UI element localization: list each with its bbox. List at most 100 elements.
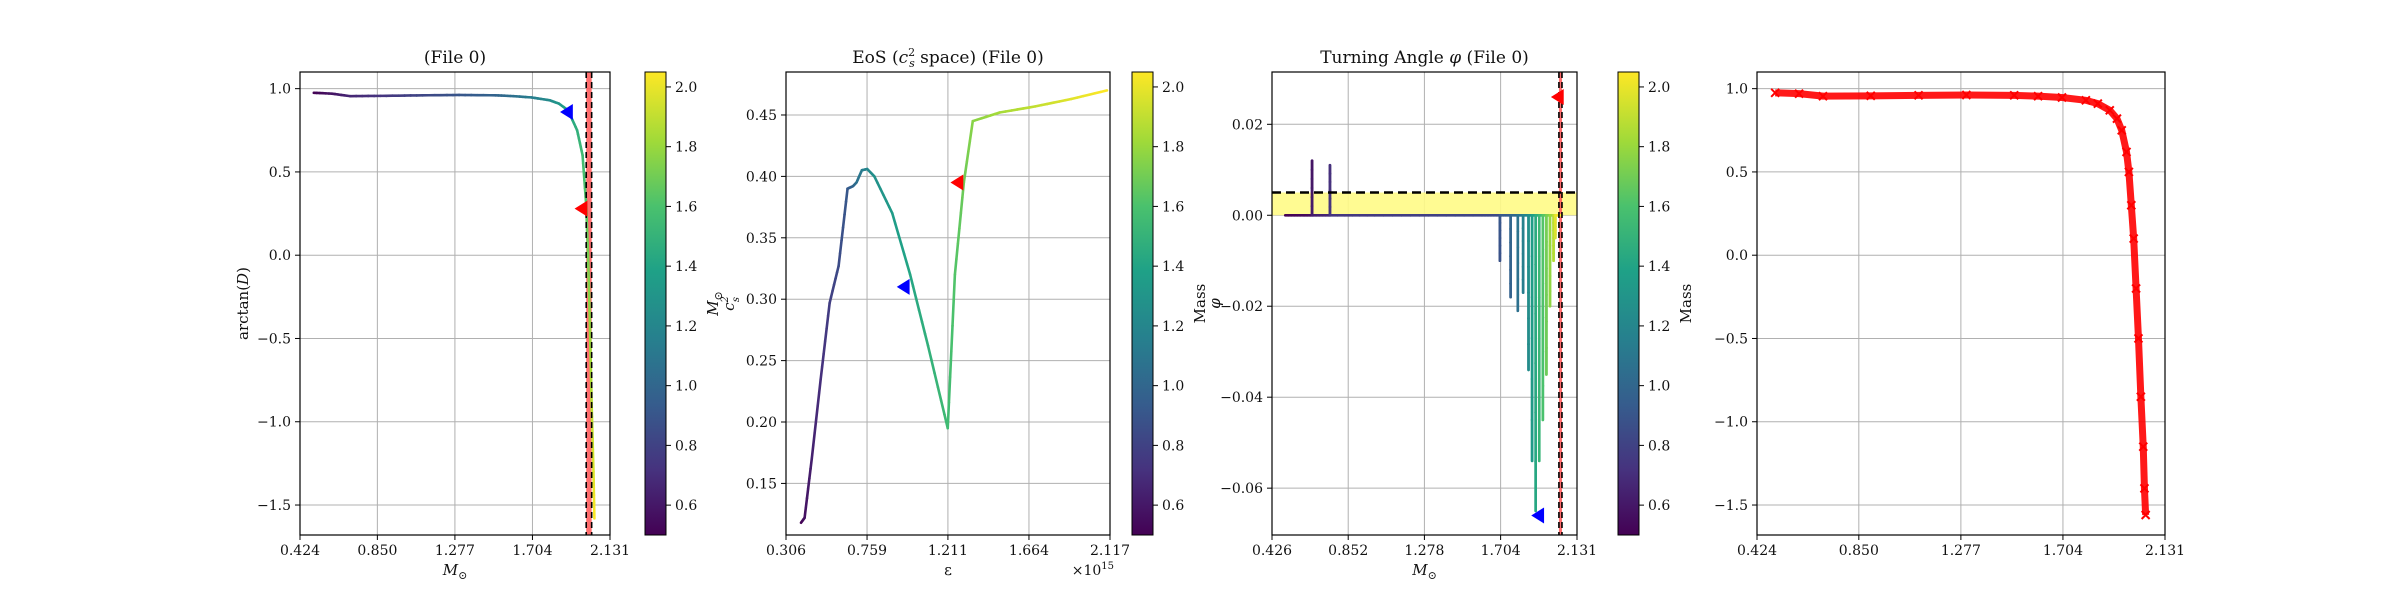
series-segment <box>902 252 909 266</box>
colorbar-tick-label: 1.2 <box>675 319 697 335</box>
x-axis-label: M⊙ <box>1411 561 1437 582</box>
series-segment <box>964 160 969 174</box>
series-segment <box>843 200 848 216</box>
colorbar-tick-label: 2.0 <box>1648 80 1670 96</box>
blue-triangle-marker <box>560 103 573 120</box>
series-segment <box>911 285 918 300</box>
y-tick-label: 0.0 <box>269 248 291 264</box>
y-tick-label: 0.5 <box>269 165 291 181</box>
colorbar-tick-label: 2.0 <box>1162 80 1184 96</box>
y-tick-label: 0.25 <box>746 354 777 370</box>
colorbar-tick-label: 1.2 <box>1162 319 1184 335</box>
y-axis-label: arctan(D) <box>234 267 252 340</box>
series-segment <box>581 153 585 165</box>
plot-area <box>1272 72 1577 535</box>
series-segment <box>820 352 825 368</box>
series-segment <box>955 242 960 261</box>
series-segment <box>951 298 955 328</box>
series-segment <box>838 238 843 255</box>
x-axis-label: M⊙ <box>442 561 468 582</box>
x-tick-label: 1.704 <box>512 543 552 559</box>
y-tick-label: 1.0 <box>269 82 291 98</box>
series-segment <box>817 377 823 394</box>
red-triangle-marker <box>950 174 964 191</box>
series-segment <box>826 301 831 317</box>
series-segment <box>948 350 953 379</box>
y-axis-label: c2s <box>720 296 742 311</box>
series-segment <box>926 344 933 361</box>
y-tick-label: −1.5 <box>1714 498 1748 514</box>
y-tick-label: −0.02 <box>1220 299 1263 315</box>
series-segment <box>914 297 921 312</box>
panel-3: 0.426 0.852 1.278 1.704 2.131 0.02 0.00 −0.02 −0… <box>1206 48 1695 582</box>
colorbar-tick-label: 1.6 <box>675 199 697 215</box>
series-segment <box>816 391 821 407</box>
y-tick-label: 0.0 <box>1726 248 1748 264</box>
x-tick-label: 0.850 <box>1839 543 1879 559</box>
colorbar-tick-label: 1.8 <box>1648 140 1670 156</box>
series-segment <box>841 213 846 229</box>
panel-1: 0.424 0.850 1.277 1.704 2.131 1.0 0.5 0.0 −0.5 −1… <box>234 48 725 582</box>
series-segment <box>814 404 820 421</box>
series-segment <box>805 487 810 500</box>
x-tick-label: 0.424 <box>280 543 320 559</box>
x-tick-label: 0.759 <box>847 543 887 559</box>
colorbar-tick-label: 2.0 <box>675 80 697 96</box>
x-tick-label: 2.131 <box>1557 543 1597 559</box>
y-tick-label: 1.0 <box>1726 82 1748 98</box>
plot-area <box>312 72 596 535</box>
series-segment <box>1099 89 1109 94</box>
panel-title: Turning Angle φ (File 0) <box>1320 48 1529 68</box>
series-segment <box>946 401 951 430</box>
colorbar <box>644 71 667 536</box>
blue-triangle-marker <box>896 278 910 295</box>
series-segment <box>823 326 828 343</box>
y-tick-label: −0.06 <box>1220 481 1263 497</box>
colorbar-tick-label: 0.8 <box>675 438 697 454</box>
x-tick-label: 1.277 <box>435 543 475 559</box>
colorbar-tick-label: 0.6 <box>1648 498 1670 514</box>
colorbar-tick-label: 1.8 <box>675 140 697 156</box>
series-segment <box>808 467 812 480</box>
series-segment <box>908 273 915 288</box>
y-tick-label: 0.20 <box>746 415 777 431</box>
series-segment <box>947 375 952 404</box>
series-segment <box>933 371 940 389</box>
x-tick-label: 0.426 <box>1252 543 1292 559</box>
colorbar-tick-label: 0.8 <box>1648 438 1670 454</box>
panel-title: EoS (c2 s space) (File 0) <box>852 46 1044 70</box>
y-tick-label: −1.5 <box>257 498 291 514</box>
plot-area <box>1770 88 2151 520</box>
series-segment <box>582 170 586 182</box>
series-segment <box>950 324 954 353</box>
series-segment <box>952 273 957 302</box>
series-segment <box>953 257 958 276</box>
panel-2: 0.306 0.759 1.211 1.664 2.117 0.15 0.20 0.25 0.3… <box>720 46 1209 579</box>
y-tick-label: −1.0 <box>257 415 291 431</box>
colorbar-tick-label: 1.0 <box>675 379 697 395</box>
colorbar-tick-label: 1.0 <box>1162 379 1184 395</box>
y-tick-label: −0.04 <box>1220 390 1263 406</box>
series-segment <box>581 162 586 174</box>
series-segment <box>930 358 936 375</box>
x-tick-label: 1.704 <box>1481 543 1521 559</box>
colorbar-tick-label: 1.4 <box>675 259 697 275</box>
series-segment <box>811 430 817 447</box>
x-tick-label: 0.850 <box>357 543 397 559</box>
colorbar <box>1617 71 1640 536</box>
series-segment <box>967 140 972 154</box>
y-axis-label: φ <box>1206 298 1224 309</box>
panel-4: 0.424 0.850 1.277 1.704 2.131 1.0 0.5 0.0 −0.5 −1… <box>1714 71 2185 559</box>
series-segment <box>810 444 815 461</box>
y-tick-label: 0.5 <box>1726 165 1748 181</box>
blue-triangle-marker <box>1531 507 1545 524</box>
y-tick-label: 0.02 <box>1232 117 1263 133</box>
x-tick-label: 2.131 <box>2145 543 2185 559</box>
series-segment <box>965 150 970 164</box>
series-segment <box>840 226 845 242</box>
series-segment <box>583 178 587 190</box>
y-tick-label: −0.5 <box>1714 331 1748 347</box>
colorbar-tick-label: 0.6 <box>675 498 697 514</box>
y-tick-label: 0.35 <box>746 231 777 247</box>
series-segment <box>939 399 946 416</box>
